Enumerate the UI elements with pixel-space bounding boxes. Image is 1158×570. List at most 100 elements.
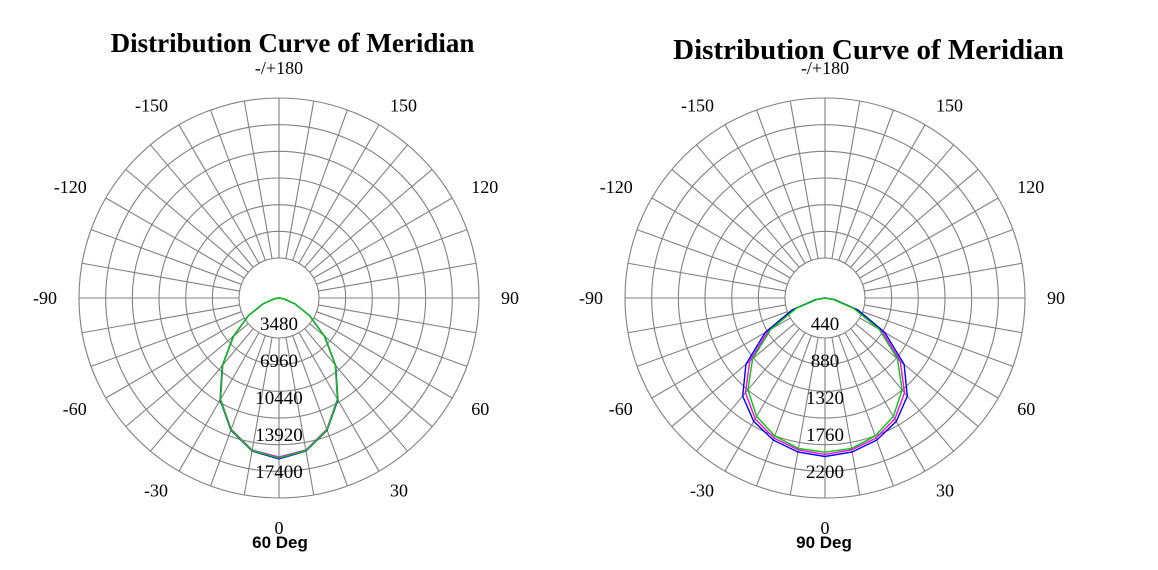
chart-title: Distribution Curve of Meridian — [673, 34, 1064, 66]
grid-spoke — [243, 100, 273, 259]
angle-label: 60 — [1017, 399, 1035, 419]
grid-spoke — [304, 144, 408, 268]
grid-spoke — [313, 197, 453, 279]
radial-tick-label: 1320 — [806, 388, 844, 409]
angle-label: 90 — [1047, 288, 1065, 308]
grid-spoke — [696, 144, 800, 268]
grid-spoke — [864, 304, 1023, 334]
grid-spoke — [838, 109, 894, 261]
angle-label: -/+180 — [801, 58, 849, 78]
grid-spoke — [627, 304, 786, 334]
grid-spoke — [789, 337, 819, 496]
angle-label: 30 — [390, 480, 408, 500]
angle-label: 150 — [390, 96, 417, 116]
grid-spoke — [90, 229, 242, 285]
chart-panel-60: Distribution Curve of Meridian -/+180 150… — [33, 28, 519, 552]
grid-spoke — [651, 197, 791, 279]
angle-label: -150 — [681, 96, 714, 116]
angle-label: -60 — [609, 399, 633, 419]
grid-spoke — [831, 100, 861, 259]
grid-spoke — [210, 109, 266, 261]
grid-spoke — [292, 335, 348, 487]
grid-spoke — [178, 332, 260, 472]
grid-spoke — [292, 109, 348, 261]
grid-spoke — [864, 262, 1023, 292]
grid-spoke — [838, 335, 894, 487]
angle-label: -90 — [33, 288, 57, 308]
grid-spoke — [309, 323, 433, 427]
angle-label: 150 — [936, 96, 963, 116]
grid-spoke — [756, 335, 812, 487]
angle-label: 120 — [471, 177, 498, 197]
radial-tick-label: 440 — [811, 314, 840, 335]
polar-chart: -/+180 150 120 90 60 30 0 -30 -60 -90 -120 -150 440 8… — [579, 58, 1065, 538]
grid-spoke — [316, 311, 468, 367]
grid-spoke — [81, 262, 240, 292]
radial-tick-label: 1760 — [806, 425, 844, 446]
grid-spoke — [671, 323, 795, 427]
chart-caption: 90 Deg — [796, 533, 852, 552]
grid-spoke — [150, 328, 254, 452]
grid-spoke — [243, 337, 273, 496]
grid-spoke — [178, 124, 260, 264]
grid-spoke — [318, 262, 477, 292]
grid-spoke — [298, 124, 380, 264]
grid-spoke — [285, 337, 315, 496]
grid-spoke — [756, 109, 812, 261]
angle-label: -30 — [690, 480, 714, 500]
series-line — [741, 297, 909, 458]
grid-spoke — [844, 124, 926, 264]
angle-label: 60 — [471, 399, 489, 419]
grid-spoke — [298, 332, 380, 472]
angle-label: -120 — [54, 177, 87, 197]
grid-spoke — [285, 100, 315, 259]
grid-spoke — [316, 229, 468, 285]
grid-spoke — [636, 229, 788, 285]
angle-label: -90 — [579, 288, 603, 308]
angle-label: 120 — [1017, 177, 1044, 197]
radial-tick-label: 2200 — [806, 462, 844, 483]
radial-tick-label: 10440 — [255, 388, 303, 409]
grid-spoke — [862, 229, 1014, 285]
angle-label: 30 — [936, 480, 954, 500]
grid-spoke — [636, 311, 788, 367]
radial-tick-label: 6960 — [260, 351, 298, 372]
grid-spoke — [150, 144, 254, 268]
grid-spoke — [724, 332, 806, 472]
grid-spoke — [789, 100, 819, 259]
grid-spoke — [671, 169, 795, 273]
grid-spoke — [81, 304, 240, 334]
angle-label: -/+180 — [255, 58, 303, 78]
grid-spoke — [859, 197, 999, 279]
chart-panel-90: Distribution Curve of Meridian -/+180 150… — [579, 0, 1158, 570]
grid-spoke — [313, 317, 453, 399]
grid-spoke — [210, 335, 266, 487]
angle-label: 0 — [821, 518, 830, 538]
grid-spoke — [309, 169, 433, 273]
grid-spoke — [105, 197, 245, 279]
grid-spoke — [105, 317, 245, 399]
grid-spoke — [724, 124, 806, 264]
radial-tick-label: 17400 — [255, 462, 303, 483]
angle-label: -150 — [135, 96, 168, 116]
chart-caption: 60 Deg — [252, 533, 308, 552]
grid-spoke — [855, 169, 979, 273]
chart-title: Distribution Curve of Meridian — [110, 28, 475, 58]
grid-spoke — [304, 328, 408, 452]
radial-tick-label: 13920 — [255, 425, 303, 446]
grid-spoke — [318, 304, 477, 334]
angle-label: -30 — [144, 480, 168, 500]
grid-spoke — [844, 332, 926, 472]
grid-spoke — [850, 144, 954, 268]
radial-tick-label: 880 — [811, 351, 840, 372]
angle-label: -120 — [600, 177, 633, 197]
series-line — [747, 297, 903, 453]
grid-spoke — [831, 337, 861, 496]
angle-label: 0 — [275, 518, 284, 538]
polar-chart: -/+180 150 120 90 60 30 0 -30 -60 -90 -120 -150 3480… — [33, 58, 519, 538]
grid-spoke — [855, 323, 979, 427]
polar-grid — [78, 97, 480, 499]
grid-spoke — [125, 169, 249, 273]
angle-label: 90 — [501, 288, 519, 308]
grid-spoke — [90, 311, 242, 367]
